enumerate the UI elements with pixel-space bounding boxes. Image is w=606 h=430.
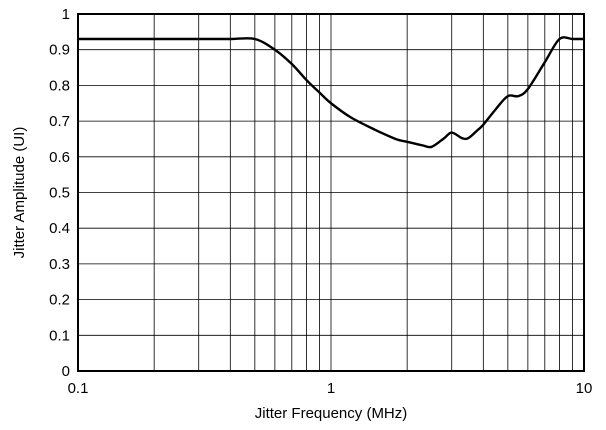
- x-axis-label: Jitter Frequency (MHz): [255, 405, 408, 422]
- plot-frame: [77, 13, 585, 372]
- y-tick-label: 1: [62, 6, 70, 23]
- y-tick-label: 0.2: [49, 292, 70, 309]
- y-tick-label: 0.6: [49, 149, 70, 166]
- y-tick-label: 0.1: [49, 327, 70, 344]
- y-tick-label: 0.5: [49, 185, 70, 202]
- x-tick-labels: 0.1 1 10: [68, 380, 593, 397]
- y-tick-label: 0.7: [49, 113, 70, 130]
- y-tick-label: 0.4: [49, 220, 70, 237]
- y-tick-label: 0.3: [49, 256, 70, 273]
- y-tick-label: 0: [62, 363, 70, 380]
- x-tick-label: 10: [576, 380, 593, 397]
- y-tick-labels: 0 0.1 0.2 0.3 0.4 0.5 0.6 0.7 0.8 0.9 1: [49, 6, 70, 380]
- y-axis-label: Jitter Amplitude (UI): [11, 127, 28, 259]
- horizontal-gridlines: [78, 49, 584, 336]
- y-tick-label: 0.9: [49, 42, 70, 59]
- jitter-tolerance-curve: [76, 36, 586, 149]
- x-tick-label: 1: [327, 380, 335, 397]
- x-tick-label: 0.1: [68, 380, 89, 397]
- y-tick-label: 0.8: [49, 77, 70, 94]
